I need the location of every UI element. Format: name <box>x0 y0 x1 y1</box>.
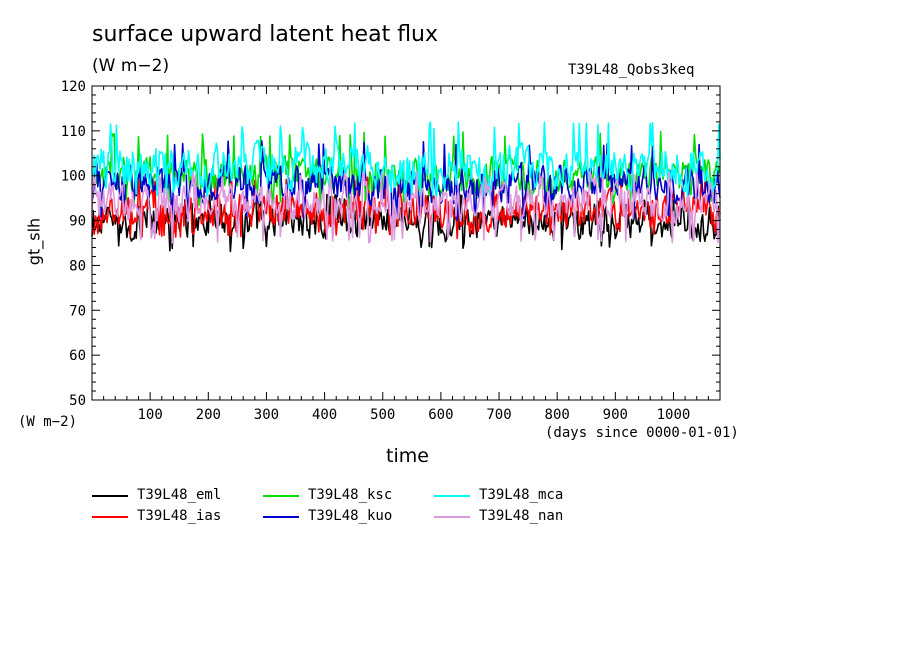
x-tick-label: 700 <box>486 407 511 423</box>
series-line-T39L48_nan <box>91 170 721 244</box>
plot-frame <box>91 85 721 401</box>
chart-units: (W m−2) <box>92 56 170 76</box>
x-axis-units: (days since 0000-01-01) <box>545 425 739 441</box>
series-layer <box>91 121 721 253</box>
x-tick-label: 100 <box>137 407 162 423</box>
run-label: T39L48_Qobs3keq <box>568 62 695 78</box>
legend-swatch <box>263 495 299 497</box>
x-tick-label: 200 <box>196 407 221 423</box>
y-tick-label: 110 <box>61 124 86 140</box>
legend-label: T39L48_ksc <box>308 487 393 503</box>
legend-label: T39L48_mca <box>479 487 564 503</box>
legend-swatch <box>434 495 470 497</box>
legend-swatch <box>263 516 299 518</box>
x-tick-label: 300 <box>254 407 279 423</box>
legend-swatch <box>92 495 128 497</box>
series-line-T39L48_eml <box>91 193 721 253</box>
legend-label: T39L48_eml <box>137 487 222 503</box>
y-tick-label: 60 <box>69 348 86 364</box>
legend-label: T39L48_ias <box>137 508 222 524</box>
x-tick-label: 500 <box>370 407 395 423</box>
series-line-T39L48_mca <box>91 121 721 199</box>
x-tick-label: 800 <box>545 407 570 423</box>
x-axis-label: time <box>386 445 429 467</box>
y-tick-label: 120 <box>61 79 86 95</box>
x-tick-label: 1000 <box>657 407 691 423</box>
y-tick-label: 80 <box>69 258 86 274</box>
legend-swatch <box>434 516 470 518</box>
y-axis-units: (W m−2) <box>18 414 78 430</box>
y-tick-label: 100 <box>61 169 86 185</box>
x-tick-label: 600 <box>428 407 453 423</box>
y-tick-label: 90 <box>69 214 86 230</box>
legend-label: T39L48_nan <box>479 508 564 524</box>
x-tick-label: 900 <box>603 407 628 423</box>
x-tick-label: 400 <box>312 407 337 423</box>
legend-label: T39L48_kuo <box>308 508 393 524</box>
chart-title: surface upward latent heat flux <box>92 22 439 47</box>
y-tick-label: 70 <box>69 303 86 319</box>
axes-layer: 50 60 70 80 90 100 110 120 100 200 300 400 500 600 700… <box>61 79 721 423</box>
y-tick-label: 50 <box>69 393 86 409</box>
legend-swatch <box>92 516 128 518</box>
